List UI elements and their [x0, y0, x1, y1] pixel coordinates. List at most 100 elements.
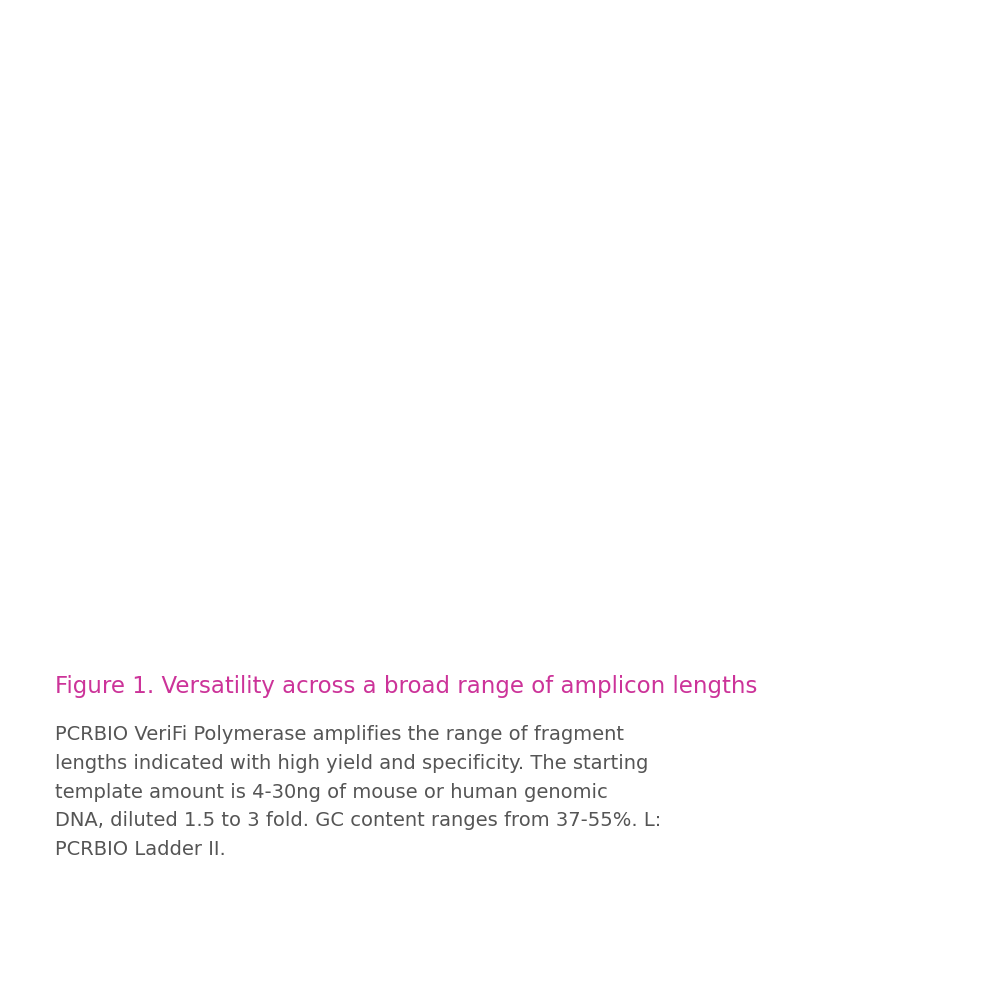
Text: 3600: 3600 — [492, 106, 527, 120]
FancyBboxPatch shape — [83, 315, 153, 331]
FancyBboxPatch shape — [456, 220, 563, 246]
FancyBboxPatch shape — [265, 301, 354, 321]
FancyBboxPatch shape — [76, 364, 160, 384]
FancyBboxPatch shape — [90, 246, 146, 252]
FancyBboxPatch shape — [547, 188, 654, 218]
FancyBboxPatch shape — [85, 315, 151, 331]
FancyBboxPatch shape — [74, 364, 162, 384]
FancyBboxPatch shape — [557, 191, 644, 215]
FancyBboxPatch shape — [90, 371, 146, 377]
FancyBboxPatch shape — [563, 198, 638, 208]
FancyBboxPatch shape — [160, 363, 259, 385]
FancyBboxPatch shape — [83, 241, 153, 257]
FancyBboxPatch shape — [760, 133, 859, 189]
FancyBboxPatch shape — [273, 307, 345, 315]
FancyBboxPatch shape — [90, 179, 146, 185]
FancyBboxPatch shape — [83, 285, 153, 301]
FancyBboxPatch shape — [554, 190, 647, 216]
FancyBboxPatch shape — [358, 251, 461, 275]
FancyBboxPatch shape — [465, 222, 554, 244]
FancyBboxPatch shape — [463, 222, 557, 244]
FancyBboxPatch shape — [641, 148, 760, 222]
Text: DMD: DMD — [584, 76, 617, 90]
FancyBboxPatch shape — [80, 260, 157, 278]
Text: 5700: 5700 — [583, 106, 618, 120]
FancyBboxPatch shape — [262, 300, 356, 322]
Text: L: L — [114, 106, 122, 120]
FancyBboxPatch shape — [651, 160, 750, 210]
FancyBboxPatch shape — [85, 241, 151, 257]
FancyBboxPatch shape — [78, 259, 159, 279]
FancyBboxPatch shape — [770, 147, 850, 175]
FancyBboxPatch shape — [80, 284, 157, 302]
Text: 1000: 1000 — [192, 106, 227, 120]
FancyBboxPatch shape — [460, 221, 559, 245]
Text: 8500: 8500 — [683, 106, 718, 120]
FancyBboxPatch shape — [76, 283, 160, 303]
FancyBboxPatch shape — [157, 362, 261, 386]
FancyBboxPatch shape — [356, 251, 463, 275]
FancyBboxPatch shape — [152, 361, 266, 387]
Text: Figure 1. Versatility across a broad range of amplicon lengths: Figure 1. Versatility across a broad ran… — [55, 675, 757, 698]
FancyBboxPatch shape — [80, 314, 157, 332]
Text: PCRBIO VeriFi Polymerase amplifies the range of fragment
lengths indicated with : PCRBIO VeriFi Polymerase amplifies the r… — [55, 725, 661, 859]
FancyBboxPatch shape — [758, 129, 862, 193]
FancyBboxPatch shape — [545, 187, 656, 219]
FancyBboxPatch shape — [267, 301, 352, 321]
FancyBboxPatch shape — [552, 189, 649, 217]
FancyBboxPatch shape — [81, 241, 155, 258]
FancyBboxPatch shape — [260, 300, 359, 322]
FancyBboxPatch shape — [646, 154, 755, 216]
FancyBboxPatch shape — [81, 314, 155, 332]
FancyBboxPatch shape — [81, 260, 155, 278]
FancyBboxPatch shape — [90, 398, 146, 404]
FancyBboxPatch shape — [90, 128, 146, 134]
FancyBboxPatch shape — [90, 320, 146, 326]
FancyBboxPatch shape — [474, 229, 545, 237]
FancyBboxPatch shape — [255, 299, 363, 323]
FancyBboxPatch shape — [367, 253, 452, 273]
FancyBboxPatch shape — [90, 227, 146, 233]
FancyBboxPatch shape — [374, 259, 445, 267]
FancyBboxPatch shape — [85, 261, 151, 277]
FancyBboxPatch shape — [643, 151, 758, 219]
FancyBboxPatch shape — [365, 253, 454, 273]
FancyBboxPatch shape — [90, 152, 146, 158]
FancyBboxPatch shape — [169, 370, 249, 378]
Text: 1800: 1800 — [292, 106, 327, 120]
FancyBboxPatch shape — [147, 359, 272, 389]
FancyBboxPatch shape — [90, 140, 146, 146]
FancyBboxPatch shape — [149, 360, 269, 388]
FancyBboxPatch shape — [362, 252, 456, 274]
FancyBboxPatch shape — [753, 123, 867, 199]
Text: 17500: 17500 — [788, 106, 832, 120]
FancyBboxPatch shape — [80, 365, 157, 383]
FancyBboxPatch shape — [654, 163, 748, 207]
FancyBboxPatch shape — [763, 136, 857, 186]
FancyBboxPatch shape — [83, 261, 153, 277]
FancyBboxPatch shape — [81, 284, 155, 302]
FancyBboxPatch shape — [258, 299, 361, 323]
Text: GAPDH: GAPDH — [291, 76, 341, 90]
FancyBboxPatch shape — [155, 361, 264, 387]
Text: HBB: HBB — [495, 76, 524, 90]
FancyBboxPatch shape — [85, 366, 151, 382]
FancyBboxPatch shape — [661, 173, 741, 197]
FancyBboxPatch shape — [750, 119, 870, 203]
FancyBboxPatch shape — [162, 363, 256, 385]
FancyBboxPatch shape — [649, 157, 753, 213]
FancyBboxPatch shape — [81, 365, 155, 383]
Text: HBB: HBB — [740, 76, 770, 90]
FancyBboxPatch shape — [85, 285, 151, 301]
Text: 2700: 2700 — [392, 106, 427, 120]
FancyBboxPatch shape — [78, 283, 159, 303]
FancyBboxPatch shape — [90, 210, 146, 216]
FancyBboxPatch shape — [83, 366, 153, 382]
FancyBboxPatch shape — [90, 194, 146, 200]
FancyBboxPatch shape — [90, 164, 146, 170]
FancyBboxPatch shape — [90, 266, 146, 272]
FancyBboxPatch shape — [78, 364, 159, 384]
FancyBboxPatch shape — [90, 290, 146, 296]
FancyBboxPatch shape — [360, 252, 459, 274]
Text: bp: bp — [901, 106, 919, 120]
